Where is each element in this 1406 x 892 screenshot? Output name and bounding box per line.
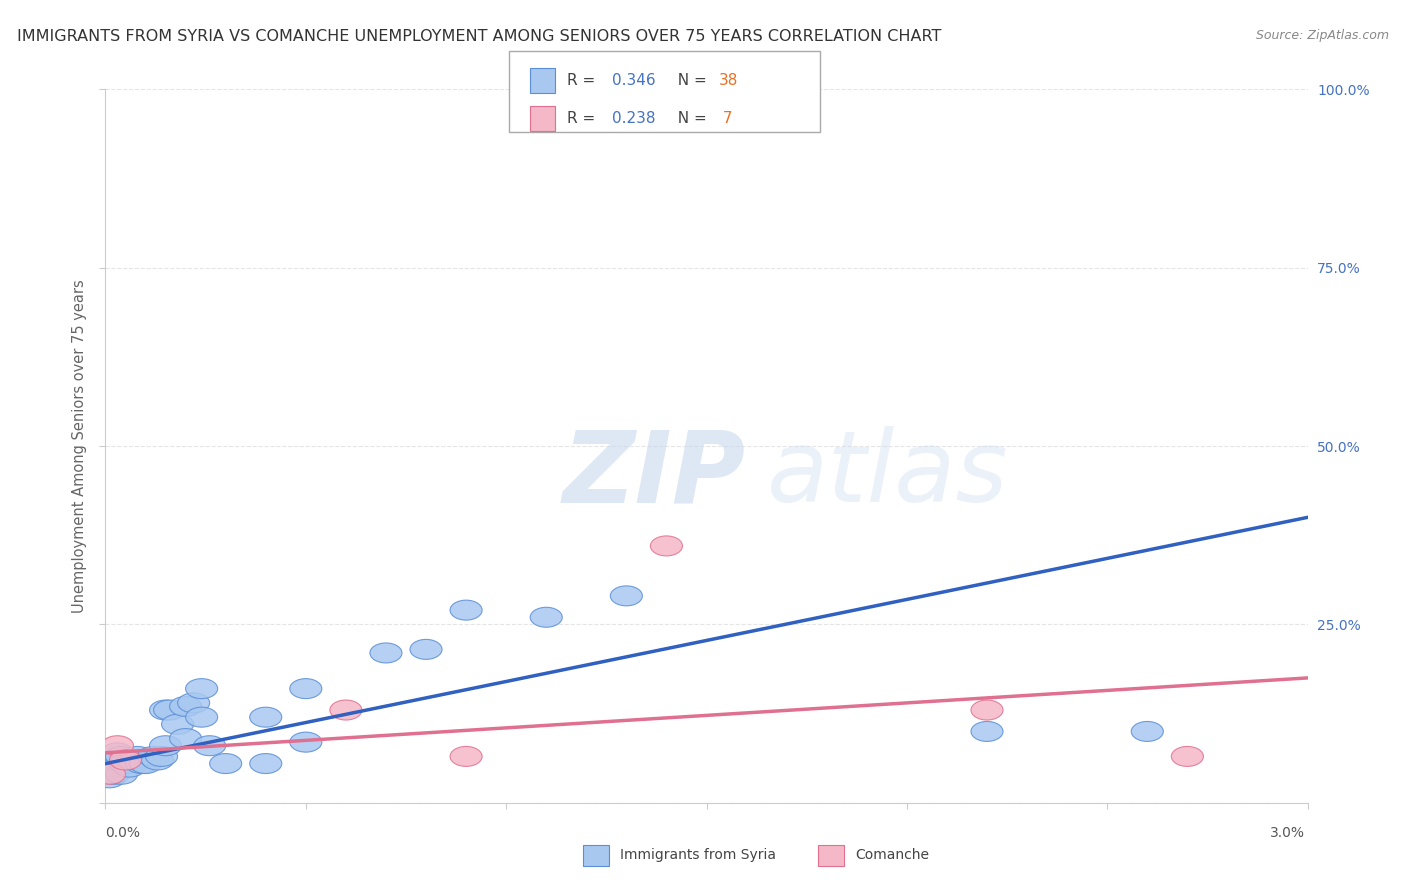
Ellipse shape <box>177 693 209 713</box>
Ellipse shape <box>97 750 129 770</box>
Ellipse shape <box>125 754 157 773</box>
Ellipse shape <box>149 736 181 756</box>
Text: 0.346: 0.346 <box>612 73 655 87</box>
Text: R =: R = <box>567 73 600 87</box>
Text: Source: ZipAtlas.com: Source: ZipAtlas.com <box>1256 29 1389 42</box>
Ellipse shape <box>149 700 181 720</box>
Ellipse shape <box>101 757 134 777</box>
Ellipse shape <box>101 736 134 756</box>
Ellipse shape <box>110 750 142 770</box>
Ellipse shape <box>121 747 153 766</box>
Ellipse shape <box>972 700 1002 720</box>
Ellipse shape <box>138 747 170 766</box>
Ellipse shape <box>651 536 682 556</box>
Ellipse shape <box>450 747 482 766</box>
Ellipse shape <box>1171 747 1204 766</box>
Ellipse shape <box>97 764 129 784</box>
Text: atlas: atlas <box>766 426 1008 523</box>
Y-axis label: Unemployment Among Seniors over 75 years: Unemployment Among Seniors over 75 years <box>72 279 87 613</box>
Ellipse shape <box>330 700 361 720</box>
Ellipse shape <box>118 750 149 770</box>
Ellipse shape <box>142 750 173 770</box>
Ellipse shape <box>370 643 402 663</box>
Ellipse shape <box>250 707 281 727</box>
Ellipse shape <box>105 764 138 784</box>
Ellipse shape <box>1132 722 1163 741</box>
Text: 7: 7 <box>718 112 733 126</box>
Ellipse shape <box>972 722 1002 741</box>
Text: Comanche: Comanche <box>855 847 929 862</box>
Ellipse shape <box>290 732 322 752</box>
Text: 38: 38 <box>718 73 738 87</box>
Ellipse shape <box>530 607 562 627</box>
Ellipse shape <box>186 707 218 727</box>
Text: 3.0%: 3.0% <box>1270 826 1305 840</box>
Ellipse shape <box>153 700 186 720</box>
Ellipse shape <box>129 754 162 773</box>
Ellipse shape <box>93 764 125 784</box>
Ellipse shape <box>170 697 201 716</box>
Ellipse shape <box>162 714 194 734</box>
Ellipse shape <box>93 768 125 788</box>
Ellipse shape <box>101 743 134 763</box>
Text: N =: N = <box>668 112 711 126</box>
Ellipse shape <box>186 679 218 698</box>
Text: IMMIGRANTS FROM SYRIA VS COMANCHE UNEMPLOYMENT AMONG SENIORS OVER 75 YEARS CORRE: IMMIGRANTS FROM SYRIA VS COMANCHE UNEMPL… <box>17 29 941 44</box>
Text: ZIP: ZIP <box>562 426 745 523</box>
Ellipse shape <box>170 729 201 748</box>
Ellipse shape <box>146 747 177 766</box>
Ellipse shape <box>290 679 322 698</box>
Ellipse shape <box>250 754 281 773</box>
Text: 0.0%: 0.0% <box>105 826 141 840</box>
Ellipse shape <box>450 600 482 620</box>
Ellipse shape <box>610 586 643 606</box>
Ellipse shape <box>209 754 242 773</box>
Text: 0.238: 0.238 <box>612 112 655 126</box>
Text: Immigrants from Syria: Immigrants from Syria <box>620 847 776 862</box>
Ellipse shape <box>411 640 441 659</box>
Text: R =: R = <box>567 112 600 126</box>
Ellipse shape <box>114 757 146 777</box>
Ellipse shape <box>194 736 225 756</box>
Text: N =: N = <box>668 73 711 87</box>
Ellipse shape <box>105 747 138 766</box>
Ellipse shape <box>110 754 142 773</box>
